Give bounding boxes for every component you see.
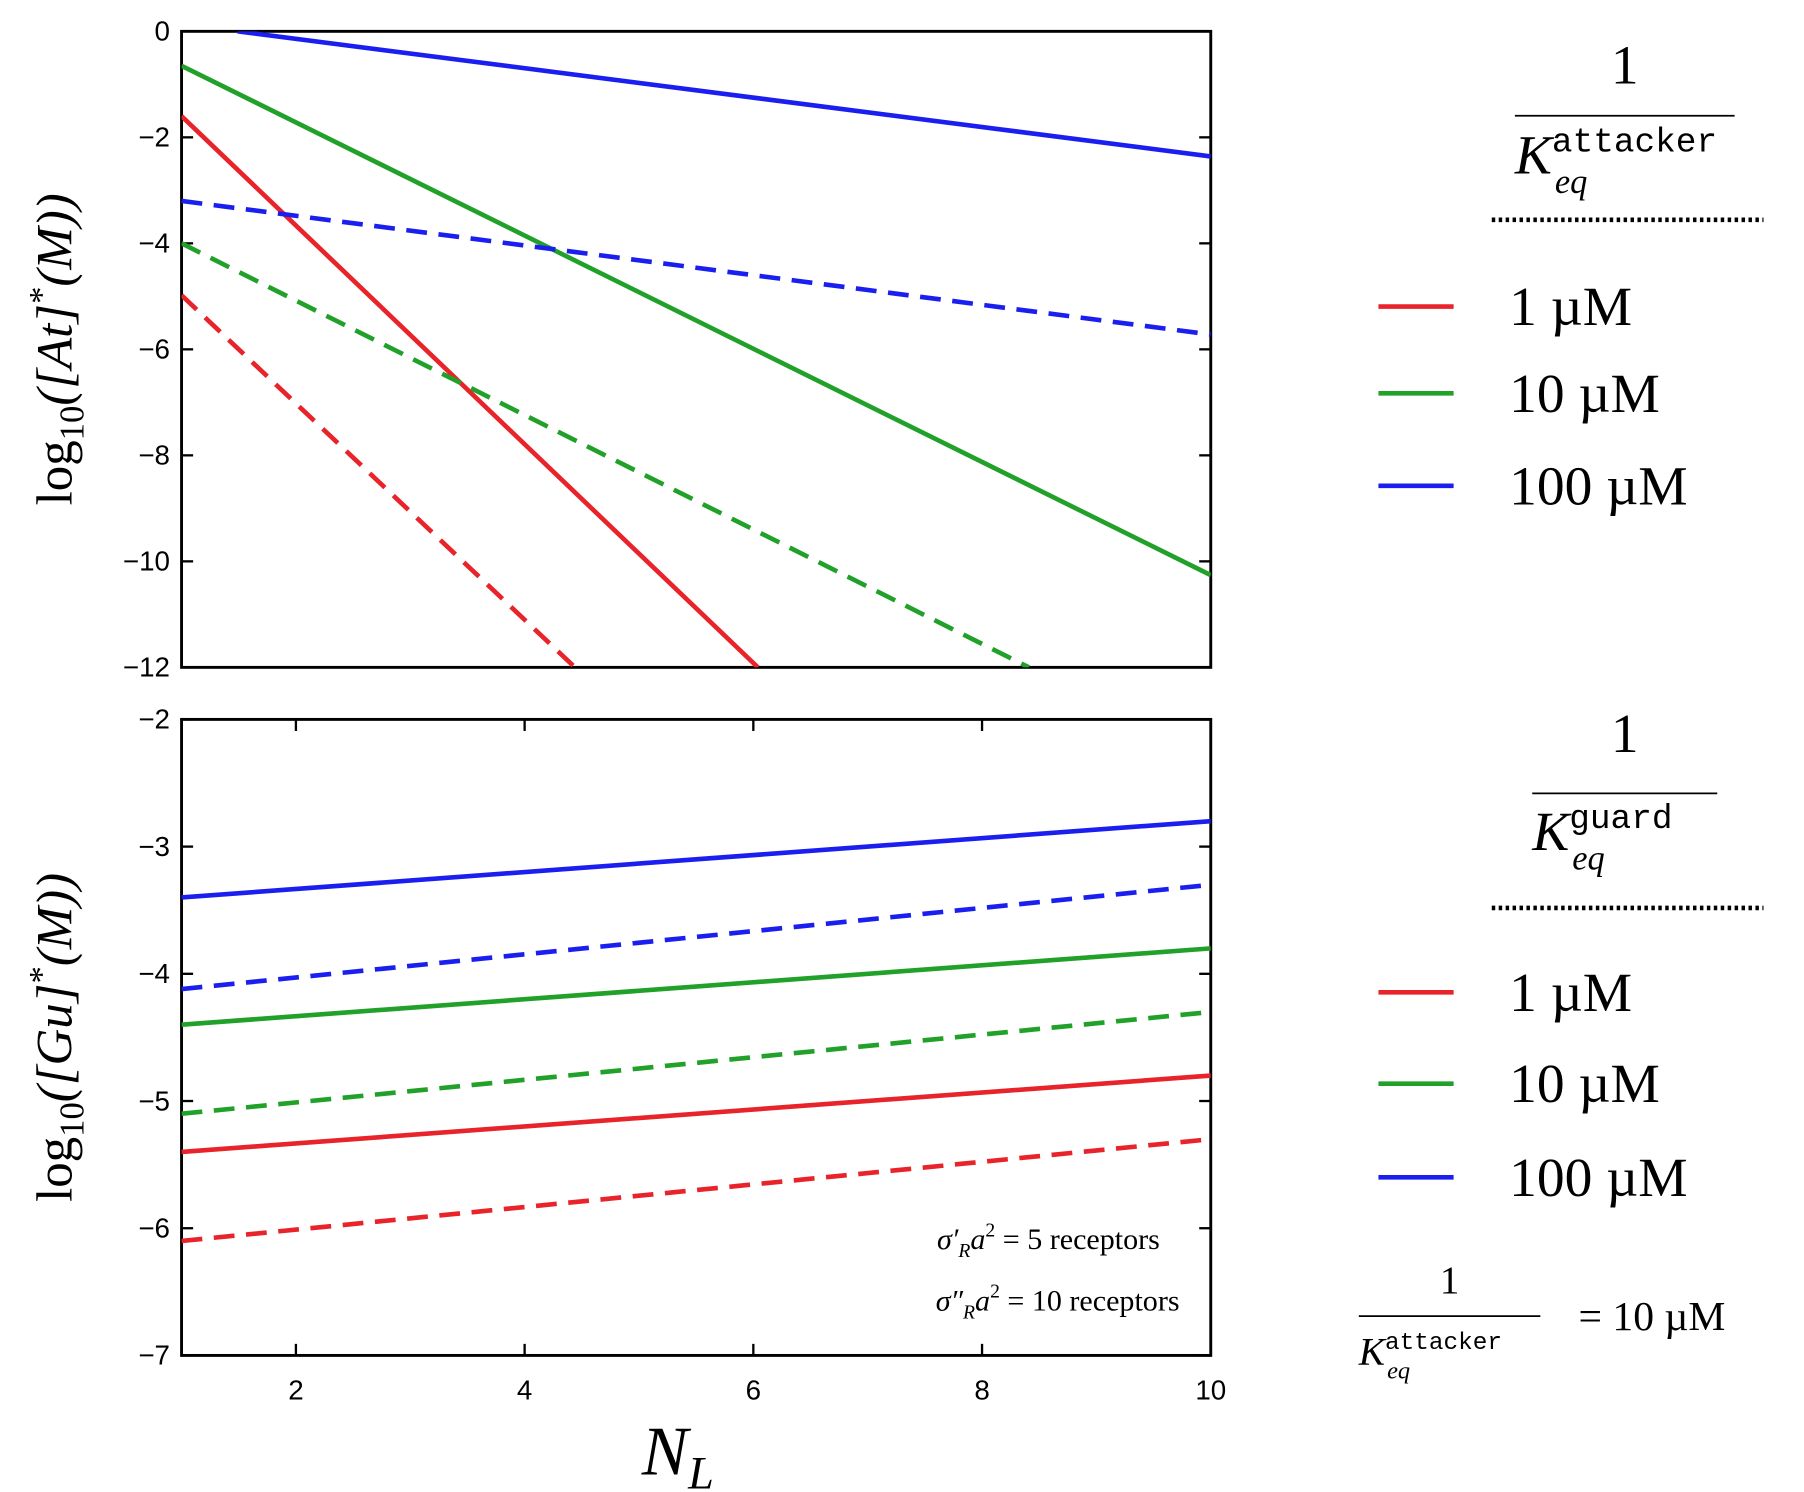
text-part: 10 <box>52 1102 91 1137</box>
text-part: log <box>28 440 84 505</box>
fraction-numerator: 1 <box>1611 704 1639 765</box>
data-line <box>181 114 760 668</box>
y-tick-label: −2 <box>138 122 170 153</box>
plot-frame <box>180 29 1213 669</box>
text-part: σ′ <box>937 1222 959 1256</box>
legend-label: 1 µM <box>1509 963 1632 1024</box>
legend-label: 10 µM <box>1509 1054 1660 1115</box>
data-line <box>181 882 1211 992</box>
text-part: L <box>687 1448 714 1492</box>
fraction-numerator: 1 <box>1611 35 1639 96</box>
text-part: eq <box>1387 1357 1410 1384</box>
text-part: K <box>1358 1330 1387 1374</box>
legend-label: 100 µM <box>1509 1148 1687 1209</box>
y-tick-label: −5 <box>138 1085 170 1116</box>
x-axis-label: NL <box>641 1414 714 1492</box>
text-part: R <box>957 1240 970 1262</box>
y-tick-label: −3 <box>138 831 170 862</box>
x-tick-label: 4 <box>517 1374 532 1405</box>
text-part: log <box>28 1137 84 1202</box>
data-line <box>181 818 1211 900</box>
fraction-denominator: Kattacker eq <box>1514 123 1717 201</box>
data-line <box>181 241 1030 668</box>
annotation: σ′Ra2 = 5 receptors <box>937 1219 1160 1262</box>
data-line <box>181 1073 1211 1155</box>
note-text: = 10 µM <box>1579 1294 1726 1340</box>
y-tick-label: −6 <box>138 334 170 365</box>
text-part: (M)) <box>28 193 84 286</box>
y-tick-label: −6 <box>138 1212 170 1243</box>
text-part: σ″ <box>936 1283 964 1317</box>
text-part: 2 <box>990 1281 1000 1303</box>
text-part: R <box>962 1301 975 1323</box>
text-part: attacker <box>1385 1330 1502 1357</box>
data-line <box>181 63 1211 578</box>
text-part: guard <box>1569 800 1672 839</box>
plot-frame <box>180 717 1213 1357</box>
x-tick-label: 2 <box>288 1374 303 1405</box>
x-tick-label: 6 <box>746 1374 761 1405</box>
y-tick-label: −4 <box>138 228 170 259</box>
text-part: (M)) <box>28 873 84 966</box>
y-tick-label: −10 <box>123 546 170 577</box>
data-line <box>181 198 1211 337</box>
text-part: a <box>970 1222 985 1256</box>
text-part: K <box>1514 126 1555 187</box>
text-part: attacker <box>1552 123 1717 162</box>
text-part: * <box>22 966 61 983</box>
data-line <box>237 31 1211 159</box>
legend-label: 100 µM <box>1509 456 1687 517</box>
fraction-denominator: Kattacker eq <box>1358 1330 1502 1385</box>
y-tick-label: −7 <box>138 1340 170 1371</box>
text-part: a <box>975 1283 990 1317</box>
y-tick-label: −4 <box>138 958 170 989</box>
fraction-denominator: Kguard eq <box>1531 800 1672 878</box>
annotation: σ″Ra2 = 10 receptors <box>936 1281 1180 1324</box>
y-axis-label: log10([Gu]*(M)) <box>22 873 91 1202</box>
text-part: 2 <box>985 1219 995 1241</box>
text-part: ([Gu] <box>28 983 84 1102</box>
text-part: ([At] <box>28 304 84 406</box>
fraction-numerator: 1 <box>1440 1258 1460 1302</box>
text-part: * <box>22 287 61 304</box>
text-part: K <box>1531 802 1572 863</box>
legend-label: 10 µM <box>1509 364 1660 425</box>
y-tick-label: −12 <box>123 652 170 683</box>
text-part: = 5 receptors <box>995 1222 1160 1256</box>
text-part: N <box>641 1414 692 1491</box>
data-line <box>181 1009 1211 1117</box>
text-part: 10 <box>52 406 91 441</box>
x-tick-label: 10 <box>1195 1374 1226 1405</box>
text-part: eq <box>1572 840 1604 878</box>
y-tick-label: −8 <box>138 440 170 471</box>
y-tick-label: −2 <box>138 704 170 735</box>
legend-label: 1 µM <box>1509 277 1632 338</box>
y-tick-label: 0 <box>155 16 170 47</box>
data-line <box>181 946 1211 1028</box>
y-axis-label: log10([At]*(M)) <box>22 193 91 505</box>
data-line <box>181 1136 1211 1244</box>
text-part: eq <box>1555 163 1587 201</box>
text-part: = 10 receptors <box>1000 1283 1180 1317</box>
data-line <box>181 293 577 668</box>
x-tick-label: 8 <box>974 1374 989 1405</box>
